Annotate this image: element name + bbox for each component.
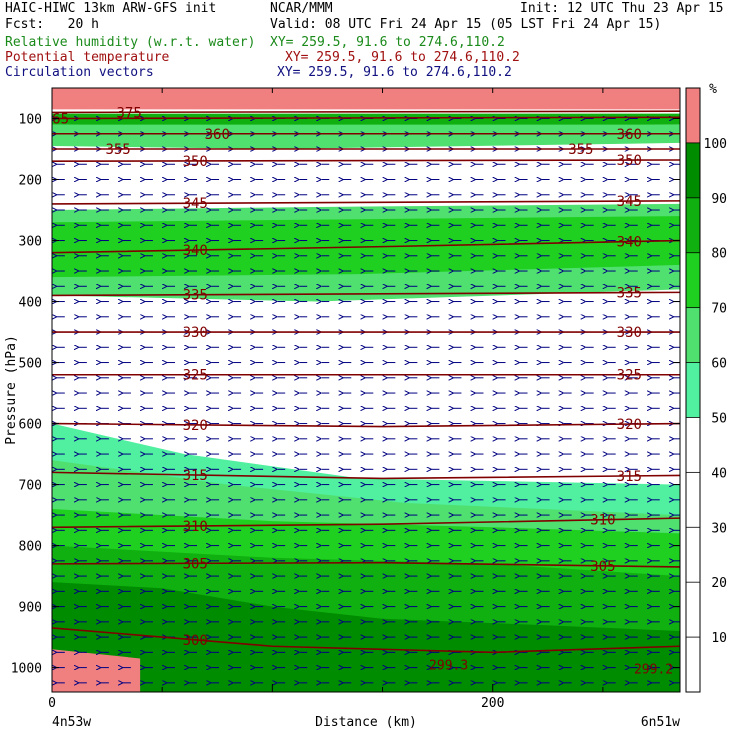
legend-label-90: 90	[711, 192, 727, 207]
legend-label-50: 50	[711, 411, 727, 426]
theta-label-325-1: 325	[617, 368, 642, 384]
legend-label-40: 40	[711, 466, 727, 481]
legend-swatch-4	[686, 417, 700, 473]
x-tick-label-200: 200	[481, 696, 504, 711]
field3-xy: XY= 259.5, 91.6 to 274.6,110.2	[277, 65, 512, 80]
field3-name: Circulation vectors	[5, 65, 154, 80]
theta-line-340	[52, 239, 680, 254]
legend-swatch-3	[686, 472, 700, 528]
legend-swatch-10	[686, 88, 700, 143]
valid-time: Valid: 08 UTC Fri 24 Apr 15 (05 LST Fri …	[270, 17, 662, 32]
terrain-label-1: 299.2	[634, 663, 673, 678]
y-tick-label-600: 600	[19, 418, 42, 433]
legend-label-20: 20	[711, 576, 727, 591]
field2-name: Potential temperature	[5, 50, 170, 65]
theta-label-305-0: 305	[183, 556, 208, 572]
theta-label-300-0: 300	[183, 633, 208, 649]
theta-label-355-0: 355	[105, 142, 130, 158]
y-tick-label-500: 500	[19, 357, 42, 372]
theta-line-320	[52, 422, 680, 428]
theta-label-355-1: 355	[568, 142, 593, 158]
theta-label-340-1: 340	[617, 235, 642, 251]
theta-label-310-0: 310	[183, 519, 208, 535]
terrain-label-0: 299.3	[429, 658, 468, 673]
legend-label-100: 100	[704, 137, 727, 152]
legend-frame	[685, 87, 701, 693]
theta-line-300	[52, 627, 680, 654]
legend-swatch-2	[686, 527, 700, 583]
theta-line-310	[52, 517, 680, 529]
theta-label-315-0: 315	[183, 468, 208, 484]
field1-name: Relative humidity (w.r.t. water)	[5, 35, 256, 50]
field1-xy: XY= 259.5, 91.6 to 274.6,110.2	[270, 35, 505, 50]
theta-label-365-0: 365	[44, 111, 69, 127]
legend-label-30: 30	[711, 521, 727, 536]
theta-line-350	[52, 159, 680, 163]
field2-xy: XY= 259.5, 91.6 to 274.6,110.2	[285, 50, 520, 65]
theta-line-375	[52, 110, 680, 114]
plot-frame	[51, 87, 681, 693]
y-tick-label-100: 100	[19, 113, 42, 128]
model-title: HAIC-HIWC 13km ARW-GFS init	[5, 1, 217, 16]
x-tick-label-0: 0	[48, 696, 56, 711]
theta-label-360-0: 360	[205, 127, 230, 143]
y-tick-label-200: 200	[19, 174, 42, 189]
theta-label-315-1: 315	[617, 469, 642, 485]
theta-label-330-1: 330	[617, 325, 642, 341]
legend-label-60: 60	[711, 357, 727, 372]
x-end-location: 6n51w	[641, 715, 680, 730]
legend-swatch-0	[686, 637, 700, 692]
legend-swatch-5	[686, 362, 700, 418]
theta-label-375-0: 375	[116, 105, 141, 121]
legend-swatch-1	[686, 582, 700, 638]
y-tick-label-700: 700	[19, 479, 42, 494]
y-tick-label-400: 400	[19, 296, 42, 311]
theta-label-305-1: 305	[590, 559, 615, 575]
theta-line-305	[52, 561, 680, 568]
legend-label-80: 80	[711, 247, 727, 262]
theta-label-330-0: 330	[183, 325, 208, 341]
y-tick-label-800: 800	[19, 540, 42, 555]
theta-contours: 375 365 360 360 355 355 350 350 345 345 340 340 335 3…	[44, 105, 680, 678]
theta-label-360-1: 360	[617, 127, 642, 143]
forecast-hour: Fcst: 20 h	[5, 17, 99, 32]
y-tick-label-1000: 1000	[11, 662, 42, 677]
theta-line-315	[52, 471, 680, 480]
theta-label-340-0: 340	[183, 243, 208, 259]
theta-label-325-0: 325	[183, 368, 208, 384]
rh-legend: 10 20 30 40 50 60 70 80 90 100%	[685, 82, 727, 693]
x-axis-label: Distance (km)	[315, 715, 417, 730]
theta-label-345-0: 345	[183, 196, 208, 212]
theta-label-320-1: 320	[617, 417, 642, 433]
rh-band-2	[52, 124, 680, 150]
x-start-location: 4n53w	[52, 715, 91, 730]
org-label: NCAR/MMM	[270, 1, 333, 16]
y-tick-label-900: 900	[19, 601, 42, 616]
theta-label-350-1: 350	[617, 153, 642, 169]
legend-swatch-8	[686, 197, 700, 253]
rh-band-0	[52, 88, 680, 110]
legend-swatch-9	[686, 142, 700, 198]
theta-line-365	[52, 116, 680, 120]
init-time: Init: 12 UTC Thu 23 Apr 15	[520, 1, 724, 16]
legend-swatch-6	[686, 307, 700, 363]
theta-label-335-0: 335	[183, 288, 208, 304]
legend-unit: %	[709, 82, 717, 97]
theta-label-320-0: 320	[183, 418, 208, 434]
y-axis-label: Pressure (hPa)	[4, 335, 19, 445]
legend-label-70: 70	[711, 302, 727, 317]
theta-label-345-1: 345	[617, 194, 642, 210]
theta-label-350-0: 350	[183, 154, 208, 170]
legend-swatch-7	[686, 252, 700, 308]
y-tick-label-300: 300	[19, 235, 42, 250]
legend-label-10: 10	[711, 631, 727, 646]
theta-line-345	[52, 200, 680, 205]
theta-label-310-1: 310	[590, 513, 615, 529]
rh-shading	[52, 88, 680, 692]
axes: 100 200 300 400 500 600 700 800 900 1000 0 200 Dista…	[4, 87, 681, 730]
theta-label-335-1: 335	[617, 286, 642, 302]
theta-line-335	[52, 291, 680, 297]
